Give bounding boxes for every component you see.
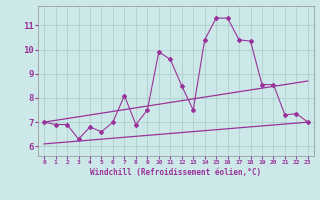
X-axis label: Windchill (Refroidissement éolien,°C): Windchill (Refroidissement éolien,°C) [91, 168, 261, 177]
